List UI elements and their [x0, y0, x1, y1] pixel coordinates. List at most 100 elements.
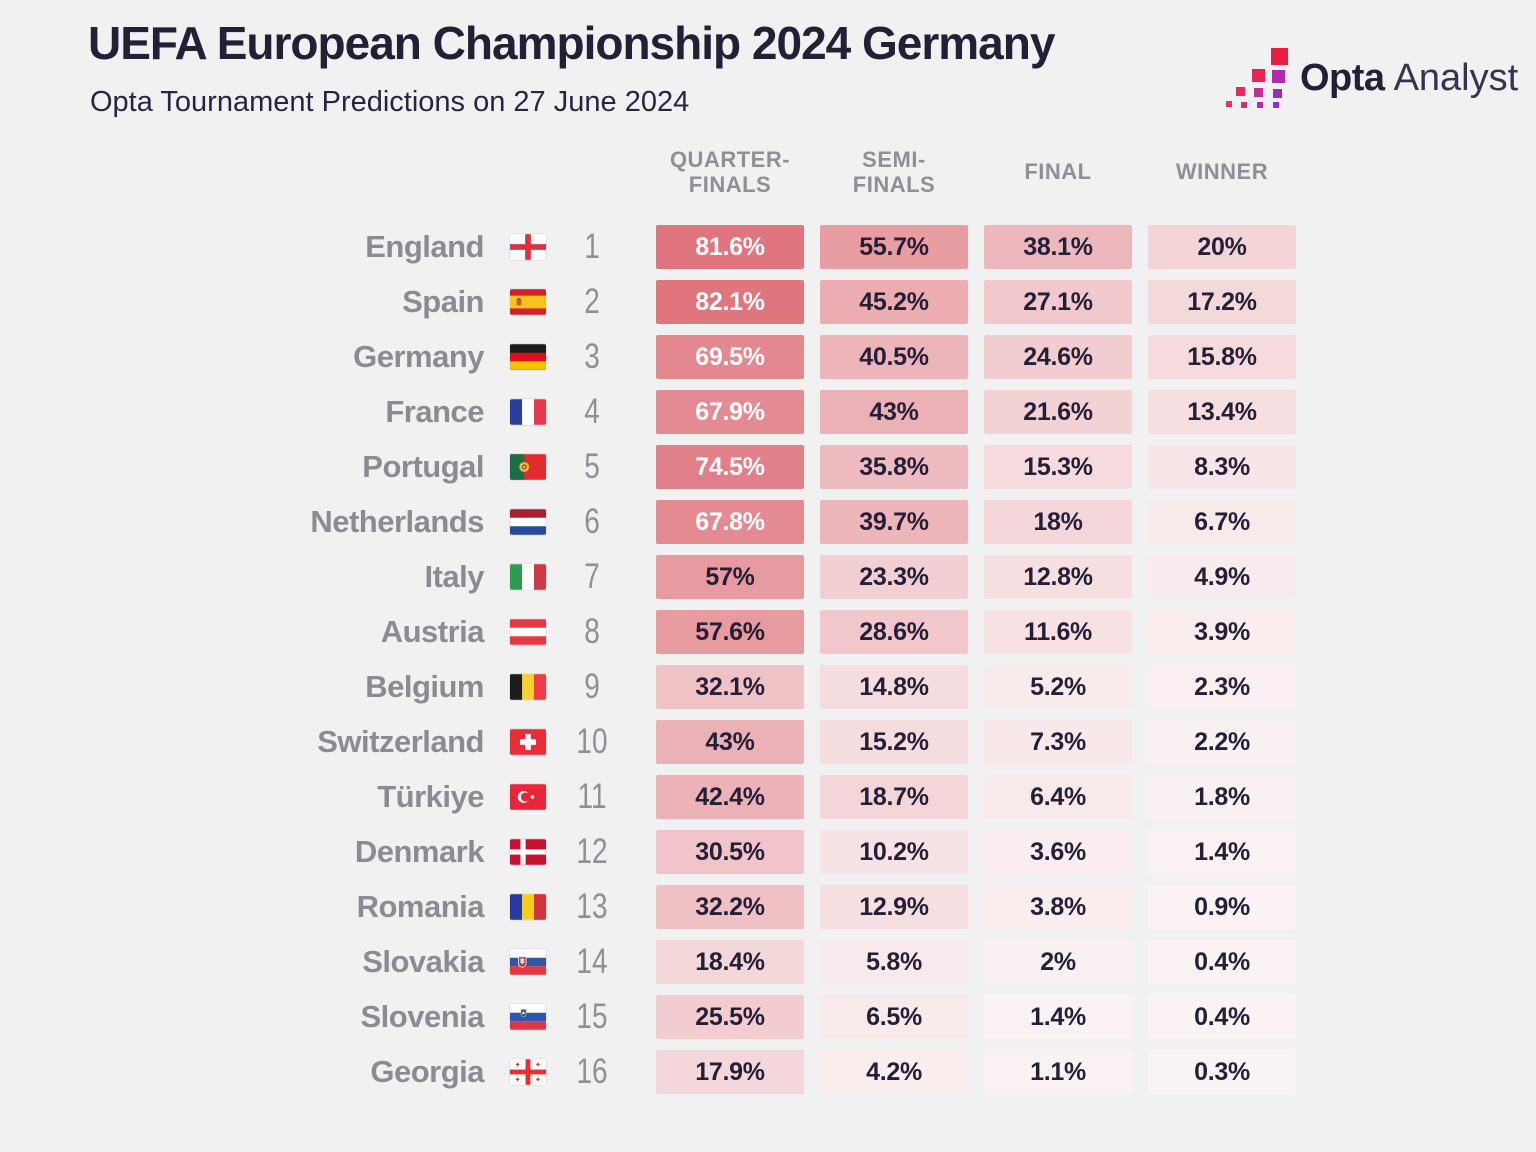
- team-name: Türkiye: [377, 779, 484, 814]
- final-cell: 11.6%: [984, 610, 1132, 654]
- semi-finals-cell: 55.7%: [820, 225, 968, 269]
- team-name: Germany: [353, 339, 484, 374]
- final-cell: 24.6%: [984, 335, 1132, 379]
- team-rank: 2: [584, 282, 600, 321]
- semi-finals-cell: 43%: [820, 390, 968, 434]
- team-rank: 11: [577, 777, 607, 816]
- winner-cell: 4.9%: [1148, 555, 1296, 599]
- team-rank: 7: [584, 557, 600, 596]
- semi-finals-cell: 10.2%: [820, 830, 968, 874]
- table-row: Slovakia 14 18.4% 5.8% 2% 0.4%: [0, 940, 1536, 984]
- team-name: Spain: [402, 284, 484, 319]
- team-name: Italy: [424, 559, 484, 594]
- semi-finals-cell: 39.7%: [820, 500, 968, 544]
- semi-finals-cell: 18.7%: [820, 775, 968, 819]
- team-rank: 14: [576, 942, 608, 981]
- final-cell: 18%: [984, 500, 1132, 544]
- semi-finals-cell: 14.8%: [820, 665, 968, 709]
- winner-cell: 8.3%: [1148, 445, 1296, 489]
- table-row: Spain 2 82.1% 45.2% 27.1% 17.2%: [0, 280, 1536, 324]
- logo-opta-text: Opta: [1300, 56, 1385, 99]
- table-row: France 4 67.9% 43% 21.6% 13.4%: [0, 390, 1536, 434]
- flag-spain-icon: [510, 289, 546, 315]
- team-rank: 15: [576, 997, 608, 1036]
- table-row: Italy 7 57% 23.3% 12.8% 4.9%: [0, 555, 1536, 599]
- team-name: England: [365, 229, 484, 264]
- winner-cell: 2.2%: [1148, 720, 1296, 764]
- winner-cell: 15.8%: [1148, 335, 1296, 379]
- flag-portugal-icon: [510, 454, 546, 480]
- quarter-finals-cell: 25.5%: [656, 995, 804, 1039]
- winner-cell: 0.4%: [1148, 940, 1296, 984]
- quarter-finals-cell: 67.9%: [656, 390, 804, 434]
- table-row: Netherlands 6 67.8% 39.7% 18% 6.7%: [0, 500, 1536, 544]
- team-rank: 3: [584, 337, 600, 376]
- semi-finals-cell: 4.2%: [820, 1050, 968, 1094]
- winner-cell: 0.3%: [1148, 1050, 1296, 1094]
- winner-cell: 0.9%: [1148, 885, 1296, 929]
- flag-slovenia-icon: [510, 1004, 546, 1030]
- column-header-semi-finals: SEMI- FINALS: [852, 146, 936, 197]
- team-name: Georgia: [370, 1054, 484, 1089]
- quarter-finals-cell: 74.5%: [656, 445, 804, 489]
- team-name: Switzerland: [317, 724, 484, 759]
- semi-finals-cell: 40.5%: [820, 335, 968, 379]
- final-cell: 27.1%: [984, 280, 1132, 324]
- flag-switzerland-icon: [510, 729, 546, 755]
- semi-finals-cell: 35.8%: [820, 445, 968, 489]
- table-row: Switzerland 10 43% 15.2% 7.3% 2.2%: [0, 720, 1536, 764]
- table-row: Georgia 16 17.9% 4.2% 1.1% 0.3%: [0, 1050, 1536, 1094]
- final-cell: 38.1%: [984, 225, 1132, 269]
- flag-turkiye-icon: [510, 784, 546, 810]
- semi-finals-cell: 45.2%: [820, 280, 968, 324]
- final-cell: 1.1%: [984, 1050, 1132, 1094]
- quarter-finals-cell: 42.4%: [656, 775, 804, 819]
- team-name: Romania: [356, 889, 485, 924]
- table-row: Germany 3 69.5% 40.5% 24.6% 15.8%: [0, 335, 1536, 379]
- winner-cell: 1.4%: [1148, 830, 1296, 874]
- quarter-finals-cell: 32.2%: [656, 885, 804, 929]
- flag-denmark-icon: [510, 839, 546, 865]
- winner-cell: 6.7%: [1148, 500, 1296, 544]
- final-cell: 15.3%: [984, 445, 1132, 489]
- team-name: France: [385, 394, 484, 429]
- quarter-finals-cell: 69.5%: [656, 335, 804, 379]
- winner-cell: 20%: [1148, 225, 1296, 269]
- table-row: Türkiye 11 42.4% 18.7% 6.4% 1.8%: [0, 775, 1536, 819]
- flag-england-icon: [510, 234, 546, 260]
- team-name: Belgium: [365, 669, 484, 704]
- quarter-finals-cell: 57.6%: [656, 610, 804, 654]
- flag-belgium-icon: [510, 674, 546, 700]
- table-row: Romania 13 32.2% 12.9% 3.8% 0.9%: [0, 885, 1536, 929]
- team-name: Slovenia: [360, 999, 485, 1034]
- semi-finals-cell: 15.2%: [820, 720, 968, 764]
- quarter-finals-cell: 30.5%: [656, 830, 804, 874]
- team-rank: 10: [576, 722, 608, 761]
- table-row: England 1 81.6% 55.7% 38.1% 20%: [0, 225, 1536, 269]
- quarter-finals-cell: 81.6%: [656, 225, 804, 269]
- table-row: Belgium 9 32.1% 14.8% 5.2% 2.3%: [0, 665, 1536, 709]
- team-rank: 13: [576, 887, 608, 926]
- table-row: Slovenia 15 25.5% 6.5% 1.4% 0.4%: [0, 995, 1536, 1039]
- column-header-final: FINAL: [1024, 159, 1092, 185]
- semi-finals-cell: 28.6%: [820, 610, 968, 654]
- team-name: Portugal: [362, 449, 484, 484]
- flag-netherlands-icon: [510, 509, 546, 535]
- team-rank: 12: [576, 832, 608, 871]
- final-cell: 3.8%: [984, 885, 1132, 929]
- quarter-finals-cell: 32.1%: [656, 665, 804, 709]
- column-header-winner: WINNER: [1175, 159, 1269, 185]
- flag-georgia-icon: [510, 1059, 546, 1085]
- winner-cell: 0.4%: [1148, 995, 1296, 1039]
- flag-italy-icon: [510, 564, 546, 590]
- team-rank: 5: [584, 447, 600, 486]
- team-name: Slovakia: [362, 944, 484, 979]
- winner-cell: 1.8%: [1148, 775, 1296, 819]
- final-cell: 7.3%: [984, 720, 1132, 764]
- team-rank: 6: [584, 502, 600, 541]
- winner-cell: 3.9%: [1148, 610, 1296, 654]
- team-rank: 9: [584, 667, 600, 706]
- team-rank: 8: [584, 612, 600, 651]
- page-title: UEFA European Championship 2024 Germany: [88, 17, 1055, 69]
- quarter-finals-cell: 67.8%: [656, 500, 804, 544]
